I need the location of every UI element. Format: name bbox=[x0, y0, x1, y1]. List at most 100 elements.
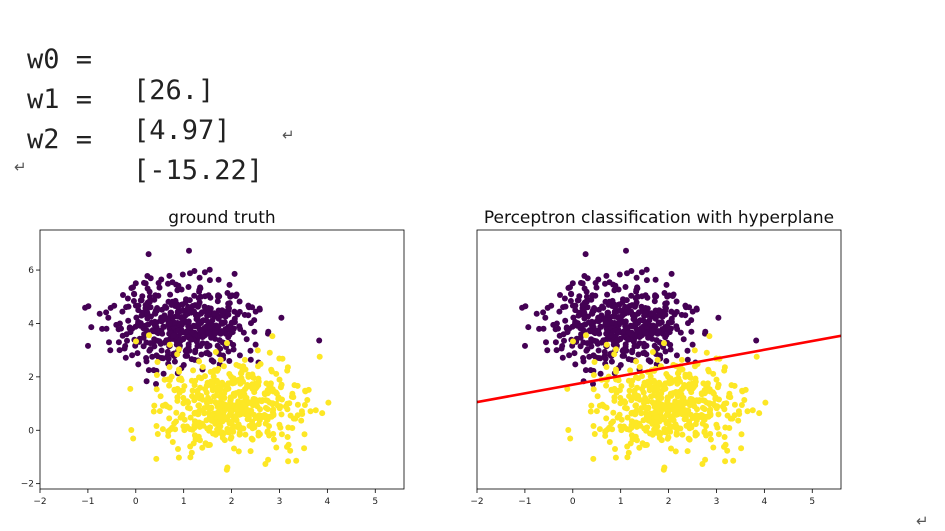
point-class-0 bbox=[625, 336, 631, 343]
point-class-1 bbox=[248, 435, 255, 442]
point-class-0 bbox=[561, 295, 568, 302]
point-class-0 bbox=[126, 324, 133, 331]
point-class-0 bbox=[564, 329, 571, 336]
point-class-0 bbox=[587, 367, 594, 374]
point-class-0 bbox=[663, 305, 669, 312]
point-class-1 bbox=[196, 358, 203, 365]
point-class-0 bbox=[151, 296, 158, 303]
point-class-0 bbox=[191, 308, 197, 315]
point-class-0 bbox=[185, 318, 192, 325]
point-class-1 bbox=[204, 400, 210, 407]
point-class-0 bbox=[624, 270, 630, 277]
point-class-0 bbox=[132, 280, 139, 287]
point-class-1 bbox=[611, 385, 618, 392]
point-class-0 bbox=[689, 341, 696, 348]
point-class-0 bbox=[668, 270, 675, 277]
point-class-1 bbox=[191, 432, 198, 439]
x-tick-label: −2 bbox=[470, 497, 483, 505]
point-class-1 bbox=[685, 435, 692, 442]
point-class-0 bbox=[628, 292, 635, 299]
point-class-1 bbox=[304, 397, 311, 403]
point-class-1 bbox=[738, 445, 745, 452]
point-class-1 bbox=[742, 386, 749, 393]
point-class-1 bbox=[603, 404, 610, 411]
point-class-1 bbox=[663, 371, 670, 377]
point-class-0 bbox=[544, 304, 551, 311]
point-class-1 bbox=[682, 371, 689, 378]
point-class-1 bbox=[166, 415, 173, 422]
point-class-0 bbox=[622, 341, 629, 348]
point-class-1 bbox=[301, 402, 308, 408]
point-class-1 bbox=[570, 338, 576, 345]
point-class-1 bbox=[618, 427, 625, 434]
point-class-0 bbox=[147, 340, 154, 347]
code-line-w1: w1 = [4.97] bbox=[27, 53, 231, 177]
point-class-1 bbox=[713, 376, 720, 383]
point-class-0 bbox=[225, 311, 232, 318]
point-class-0 bbox=[135, 302, 142, 309]
point-class-1 bbox=[645, 383, 652, 390]
code-value: [26.] bbox=[133, 75, 215, 106]
point-class-1 bbox=[208, 378, 215, 385]
point-class-0 bbox=[642, 292, 649, 299]
point-class-0 bbox=[582, 367, 589, 374]
point-class-1 bbox=[159, 426, 166, 433]
point-class-0 bbox=[232, 293, 239, 299]
point-class-1 bbox=[707, 436, 714, 443]
point-class-1 bbox=[188, 377, 195, 384]
point-class-0 bbox=[642, 305, 649, 311]
point-class-1 bbox=[223, 402, 230, 409]
point-class-0 bbox=[150, 328, 157, 335]
point-class-1 bbox=[639, 440, 646, 447]
point-class-0 bbox=[641, 343, 648, 350]
point-class-1 bbox=[153, 372, 160, 378]
point-class-1 bbox=[218, 429, 225, 436]
point-class-0 bbox=[608, 319, 615, 326]
point-class-1 bbox=[153, 455, 160, 462]
x-tick-label: 1 bbox=[181, 497, 187, 505]
point-class-1 bbox=[153, 386, 160, 393]
point-class-1 bbox=[714, 424, 721, 431]
data-points bbox=[519, 247, 769, 473]
point-class-0 bbox=[99, 325, 106, 332]
point-class-0 bbox=[643, 266, 650, 273]
plot-frame bbox=[476, 229, 842, 490]
point-class-0 bbox=[116, 320, 123, 327]
point-class-1 bbox=[294, 401, 301, 408]
point-class-1 bbox=[684, 448, 691, 455]
point-class-1 bbox=[251, 396, 258, 403]
point-class-0 bbox=[673, 308, 680, 315]
point-class-1 bbox=[678, 356, 685, 363]
point-class-0 bbox=[215, 323, 222, 330]
point-class-1 bbox=[312, 407, 319, 414]
point-class-1 bbox=[299, 411, 306, 417]
point-class-1 bbox=[287, 447, 294, 454]
point-class-0 bbox=[105, 314, 112, 321]
point-class-1 bbox=[198, 375, 205, 382]
point-class-0 bbox=[236, 298, 243, 305]
point-class-0 bbox=[135, 320, 141, 327]
point-class-1 bbox=[184, 398, 191, 405]
point-class-1 bbox=[250, 422, 257, 429]
point-class-0 bbox=[597, 315, 604, 322]
point-class-1 bbox=[255, 363, 261, 370]
point-class-0 bbox=[620, 328, 627, 335]
point-class-1 bbox=[744, 408, 751, 415]
code-output: w0 = [26.] w1 = [4.97] w2 = [-15.22] ↵ ↵ bbox=[0, 0, 945, 190]
point-class-1 bbox=[133, 338, 139, 345]
point-class-1 bbox=[157, 393, 164, 400]
point-class-0 bbox=[629, 347, 636, 354]
point-class-0 bbox=[172, 297, 179, 304]
point-class-0 bbox=[231, 315, 238, 322]
point-class-1 bbox=[588, 402, 595, 409]
point-class-1 bbox=[633, 358, 640, 365]
point-class-1 bbox=[667, 375, 674, 382]
point-class-1 bbox=[282, 403, 289, 410]
point-class-1 bbox=[208, 417, 215, 424]
code-label: w2 = bbox=[27, 124, 93, 155]
point-class-0 bbox=[624, 325, 631, 331]
point-class-0 bbox=[226, 331, 233, 338]
point-class-0 bbox=[134, 350, 141, 357]
point-class-1 bbox=[681, 382, 688, 388]
point-class-1 bbox=[681, 416, 688, 423]
